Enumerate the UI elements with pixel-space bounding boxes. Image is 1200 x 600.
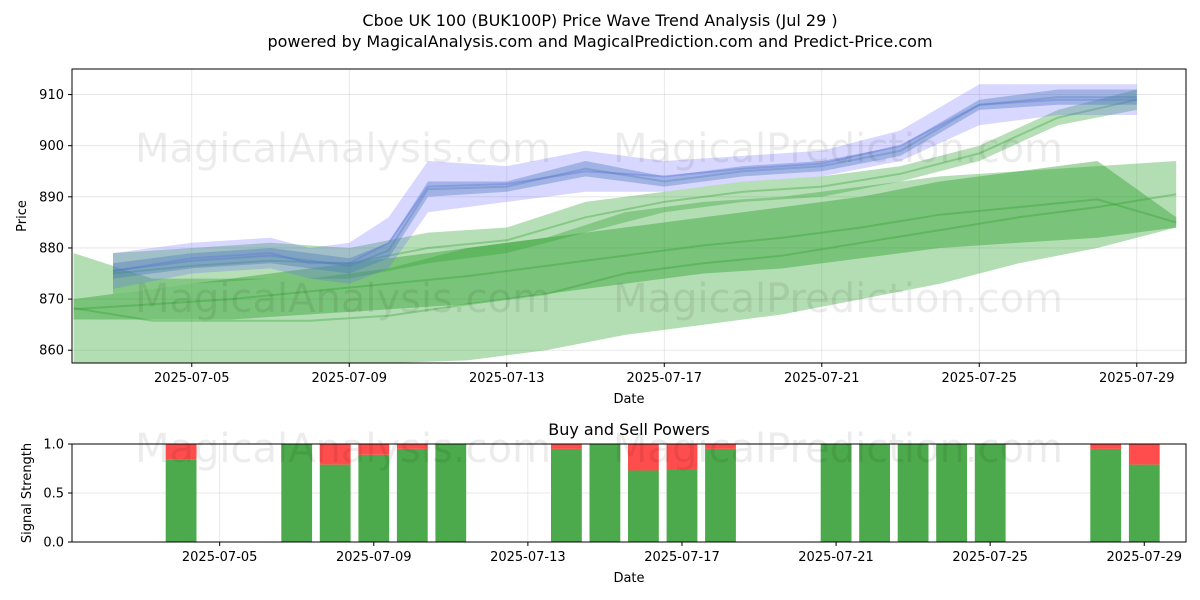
signal-chart-title: Buy and Sell Powers (548, 420, 710, 439)
price-x-tick-label: 2025-07-13 (469, 371, 545, 386)
sell-bar (396, 444, 428, 449)
price-band-midline-4 (112, 96, 1137, 272)
signal-y-axis-label: Signal Strength (20, 443, 35, 543)
signal-x-tick-label: 2025-07-13 (490, 550, 566, 565)
price-x-tick-label: 2025-07-05 (154, 371, 230, 386)
buy-bar (1090, 448, 1122, 542)
price-bands (73, 84, 1177, 363)
buy-bar (974, 444, 1006, 542)
watermark-prediction-top: MagicalPrediction.com (613, 126, 1063, 172)
signal-x-tick-label: 2025-07-09 (336, 550, 412, 565)
price-x-ticks: 2025-07-05 2025-07-09 2025-07-13 2025-07-17… (154, 363, 1175, 386)
buy-bar (396, 448, 428, 542)
chart-subtitle: powered by MagicalAnalysis.com and Magic… (267, 32, 932, 51)
watermark-prediction-mid: MagicalPrediction.com (613, 276, 1063, 322)
signal-y-ticks: 0.0 0.5 1.0 (43, 438, 72, 551)
chart-title: Cboe UK 100 (BUK100P) Price Wave Trend A… (362, 11, 837, 30)
buy-bar (281, 444, 313, 542)
price-y-tick-label: 860 (39, 344, 64, 359)
signal-y-tick-label: 0.5 (43, 487, 64, 502)
buy-bar (551, 448, 582, 542)
sell-bar (551, 444, 582, 449)
signal-bars (165, 444, 1160, 542)
signal-chart: Buy and Sell Powers MagicalAnalysis.com … (20, 420, 1187, 586)
price-band-1 (73, 161, 1177, 320)
signal-x-axis-label: Date (613, 571, 644, 586)
buy-bar (897, 444, 929, 542)
buy-bar (666, 469, 698, 542)
signal-x-tick-label: 2025-07-17 (644, 550, 720, 565)
sell-bar (319, 444, 351, 465)
buy-bar (589, 444, 621, 542)
buy-bar (820, 444, 852, 542)
watermark-analysis-top: MagicalAnalysis.com (135, 126, 551, 172)
watermark-prediction-bottom: MagicalPrediction.com (613, 426, 1063, 472)
watermark-analysis-bottom: MagicalAnalysis.com (135, 426, 551, 472)
price-y-ticks: 860 870 880 890 900 910 (39, 88, 72, 359)
buy-bar (319, 464, 351, 542)
price-y-tick-label: 870 (39, 293, 64, 308)
signal-x-tick-label: 2025-07-25 (952, 550, 1028, 565)
sell-bar (705, 444, 736, 449)
buy-bar (165, 459, 197, 542)
price-chart: MagicalAnalysis.com MagicalPrediction.co… (15, 68, 1187, 407)
price-y-axis-label: Price (15, 200, 30, 232)
price-band-0 (73, 161, 1177, 363)
price-x-tick-label: 2025-07-17 (626, 371, 702, 386)
sell-bar (666, 444, 698, 470)
signal-y-tick-label: 1.0 (43, 438, 64, 453)
signal-x-tick-label: 2025-07-05 (182, 550, 258, 565)
sell-bar (1090, 444, 1122, 449)
price-band-2 (113, 89, 1137, 294)
price-y-tick-label: 910 (39, 88, 64, 103)
price-x-tick-label: 2025-07-21 (784, 371, 860, 386)
buy-bar (1128, 464, 1160, 542)
buy-bar (936, 444, 967, 542)
buy-bar (358, 454, 390, 542)
sell-bar (1128, 444, 1160, 465)
buy-bar (859, 444, 890, 542)
price-grid (72, 69, 1186, 363)
price-x-axis-label: Date (613, 392, 644, 407)
signal-x-tick-label: 2025-07-21 (798, 550, 874, 565)
price-band-midline-0 (73, 193, 1177, 322)
price-plot-frame (71, 68, 1187, 364)
price-y-tick-label: 880 (39, 241, 64, 256)
buy-bar (628, 470, 659, 542)
buy-bar (435, 444, 467, 542)
price-x-tick-label: 2025-07-25 (941, 371, 1017, 386)
buy-bar (705, 448, 736, 542)
signal-y-tick-label: 0.0 (43, 536, 64, 551)
price-x-tick-label: 2025-07-09 (311, 371, 387, 386)
price-band-4 (113, 89, 1137, 279)
price-x-tick-label: 2025-07-29 (1099, 371, 1175, 386)
sell-bar (165, 444, 197, 460)
price-band-midline-2 (112, 98, 1138, 275)
price-band-midline-1 (73, 198, 1177, 311)
price-y-tick-label: 890 (39, 190, 64, 205)
signal-x-tick-label: 2025-07-29 (1106, 550, 1182, 565)
sell-bar (628, 444, 659, 471)
price-y-tick-label: 900 (39, 139, 64, 154)
signal-x-ticks: 2025-07-05 2025-07-09 2025-07-13 2025-07-17… (182, 542, 1182, 565)
price-band-3 (113, 84, 1137, 289)
sell-bar (358, 444, 390, 455)
price-band-midline-3 (112, 98, 1137, 272)
watermark-analysis-mid: MagicalAnalysis.com (135, 276, 551, 322)
